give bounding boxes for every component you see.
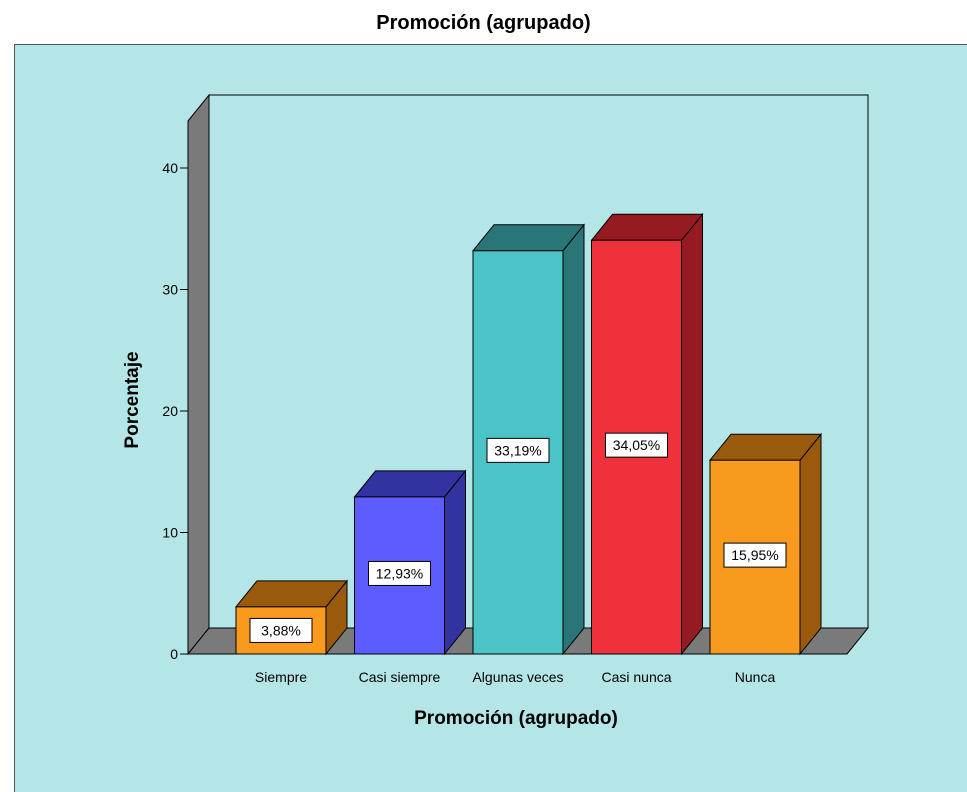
data-label: 3,88%: [261, 622, 301, 638]
chart-title: Promoción (agrupado): [376, 12, 591, 34]
x-tick-label: Nunca: [735, 669, 776, 685]
data-label: 15,95%: [731, 547, 778, 563]
data-label-box: [605, 432, 668, 458]
bar-side: [444, 469, 466, 656]
x-tick-label: Casi siempre: [359, 669, 441, 685]
data-label: 12,93%: [376, 565, 423, 581]
data-label: 34,05%: [613, 437, 660, 453]
x-axis-label: Promoción (agrupado): [414, 708, 618, 729]
y-tick-label: 20: [162, 403, 178, 419]
bar-side: [562, 223, 585, 656]
bar-algunas-veces: 33,19% Algunas veces: [471, 223, 586, 685]
bar-casi-nunca: 34,05% Casi nunca: [590, 212, 704, 685]
data-label-box: [368, 560, 431, 586]
y-tick-label: 0: [170, 646, 178, 662]
bars: 3,88% Siempre 12,93% Casi siempre 33,19% Algu…: [234, 212, 823, 685]
bar-nunca: 15,95% Nunca: [708, 432, 823, 685]
y-tick-label: 30: [162, 282, 178, 298]
data-label: 33,19%: [494, 442, 541, 458]
bar-side: [799, 432, 822, 656]
x-tick-label: Algunas veces: [472, 669, 563, 685]
bar-side: [681, 212, 703, 656]
data-label-box: [486, 437, 550, 463]
y-tick-label: 40: [162, 160, 178, 176]
x-tick-label: Casi nunca: [601, 669, 671, 685]
side-wall: [187, 93, 210, 656]
y-tick-label: 10: [162, 525, 178, 541]
bar-siempre: 3,88% Siempre: [234, 579, 349, 685]
data-label-box: [249, 617, 313, 643]
bar-casi-siempre: 12,93% Casi siempre: [353, 469, 467, 685]
data-label-box: [723, 542, 787, 568]
x-tick-label: Siempre: [255, 669, 307, 685]
y-axis: 0 10 20 30 40: [162, 121, 189, 662]
y-axis-label: Porcentaje: [122, 351, 143, 448]
